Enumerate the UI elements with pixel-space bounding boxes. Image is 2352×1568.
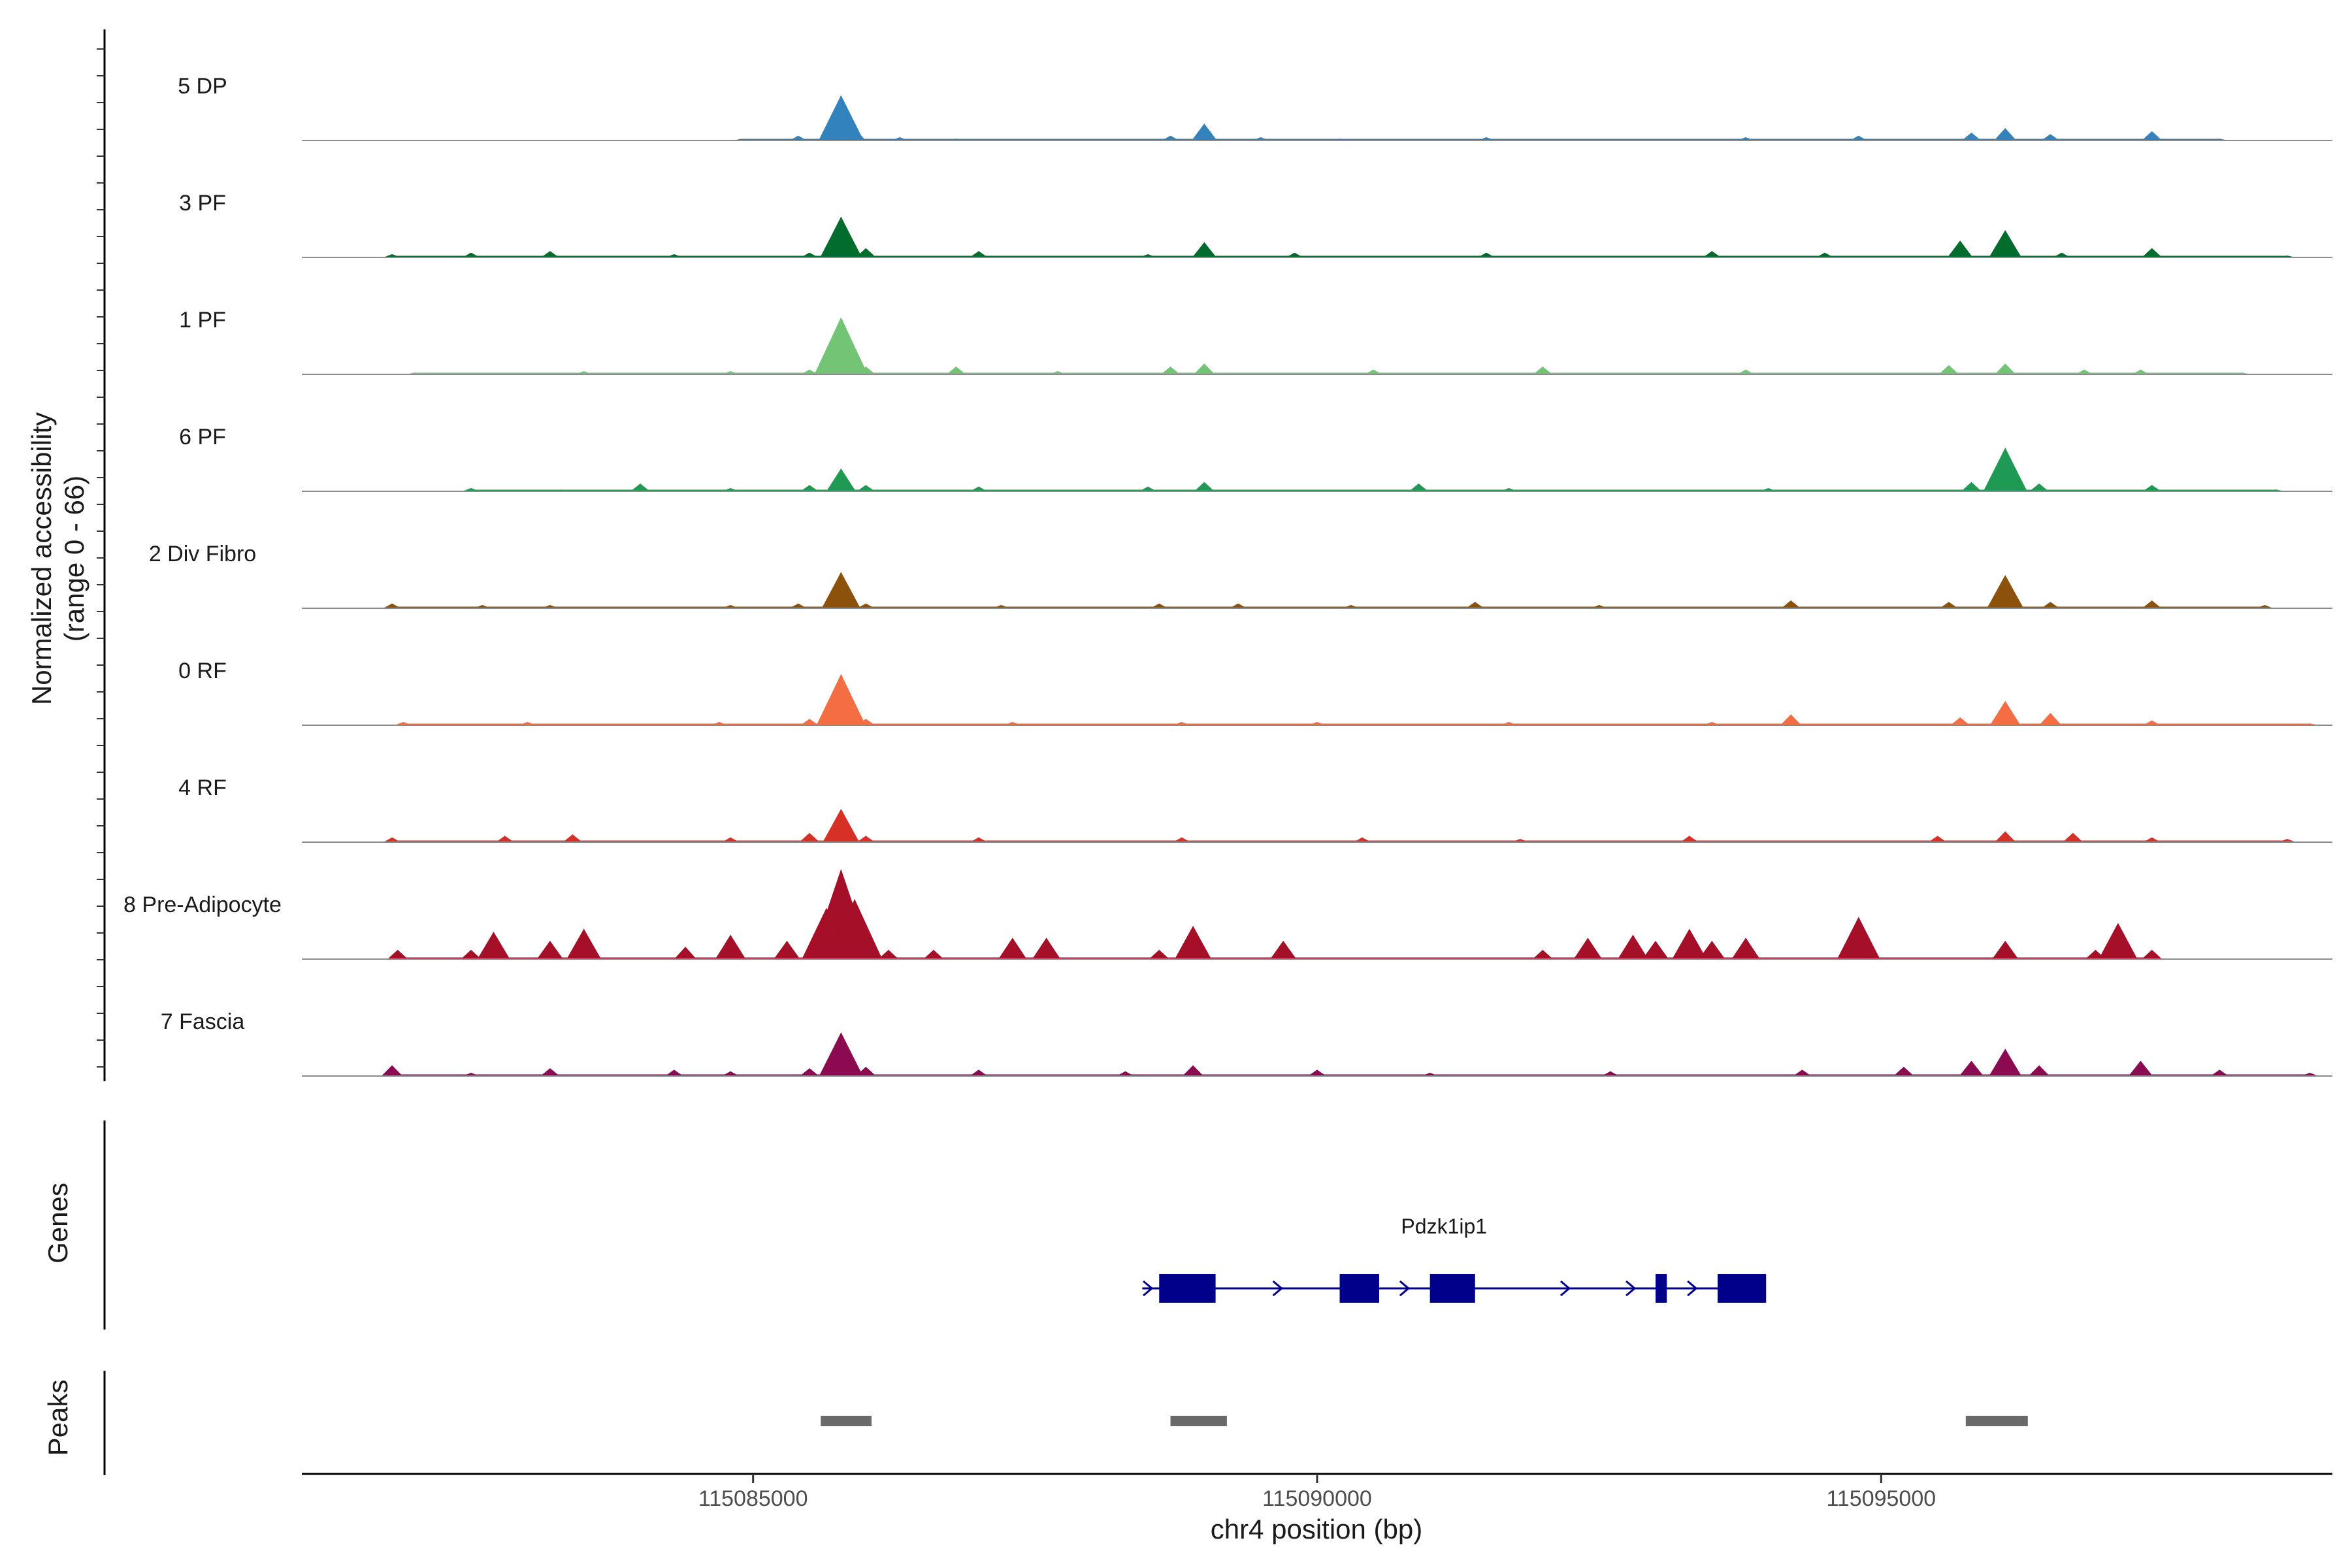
y-axis	[97, 29, 106, 1081]
gene-exon	[1717, 1274, 1767, 1303]
coverage-area	[395, 674, 2317, 726]
coverage-area	[381, 1032, 2318, 1077]
coverage-area	[384, 572, 2273, 609]
track-label: 5 DP	[178, 74, 227, 99]
coverage-area	[407, 317, 2249, 375]
strand-arrow	[1272, 1280, 1283, 1297]
coverage-tracks: 5 DP 3 PF 1 PF 6 PF 2 Div Fibro 0 RF 4 RF 8 Pre…	[123, 74, 2332, 1077]
track-6-pf: 6 PF	[179, 425, 2332, 492]
track-label: 3 PF	[179, 191, 226, 216]
x-tick-label: 115095000	[1826, 1486, 1936, 1511]
gene-exon	[1159, 1274, 1216, 1303]
track-2-div-fibro: 2 Div Fibro	[149, 542, 2332, 609]
track-3-pf: 3 PF	[179, 191, 2332, 258]
x-tick-label: 115090000	[1262, 1486, 1372, 1511]
gene-pdzk1ip1: Pdzk1ip1	[1142, 1215, 1767, 1303]
y-axis-title: Normalized accessibility	[26, 412, 57, 705]
x-axis-title: chr4 position (bp)	[1211, 1514, 1423, 1544]
gene-exon	[1656, 1274, 1667, 1303]
peak-region	[1965, 1416, 2028, 1426]
coverage-area	[384, 808, 2295, 843]
peaks-axis-title: Peaks	[42, 1380, 73, 1456]
gene-exon	[1339, 1274, 1379, 1303]
track-7-fascia: 7 Fascia	[161, 1009, 2332, 1077]
peak-region	[1170, 1416, 1227, 1426]
genes-axis-title: Genes	[42, 1183, 73, 1264]
track-label: 4 RF	[178, 776, 227, 800]
track-label: 8 Pre-Adipocyte	[123, 892, 282, 917]
strand-arrow	[1687, 1280, 1698, 1297]
track-8-pre-adipocyte: 8 Pre-Adipocyte	[123, 869, 2332, 960]
track-label: 7 Fascia	[161, 1009, 245, 1034]
strand-arrow	[1143, 1280, 1154, 1297]
gene-exon	[1429, 1274, 1475, 1303]
track-label: 1 PF	[179, 308, 226, 333]
coverage-area	[734, 95, 2227, 141]
coverage-area	[463, 447, 2283, 492]
gene-track: Pdzk1ip1	[103, 1120, 1767, 1330]
coverage-area	[387, 869, 2163, 960]
track-0-rf: 0 RF	[178, 659, 2332, 726]
peak-region	[821, 1416, 872, 1426]
peaks-track	[103, 1371, 2028, 1475]
track-1-pf: 1 PF	[179, 308, 2332, 375]
track-4-rf: 4 RF	[178, 776, 2332, 843]
track-label: 6 PF	[179, 425, 226, 449]
track-label: 2 Div Fibro	[149, 542, 256, 566]
strand-arrow	[1560, 1280, 1571, 1297]
x-axis: 115085000 115090000 115095000	[302, 1473, 2332, 1511]
track-5-dp: 5 DP	[178, 74, 2332, 141]
strand-arrow	[1399, 1280, 1411, 1297]
x-tick-label: 115085000	[698, 1486, 808, 1511]
gene-name-label: Pdzk1ip1	[1401, 1215, 1487, 1238]
coverage-area	[384, 216, 2295, 258]
track-label: 0 RF	[178, 659, 227, 683]
strand-arrow	[1625, 1280, 1637, 1297]
y-axis-range-label: (range 0 - 66)	[59, 476, 90, 642]
